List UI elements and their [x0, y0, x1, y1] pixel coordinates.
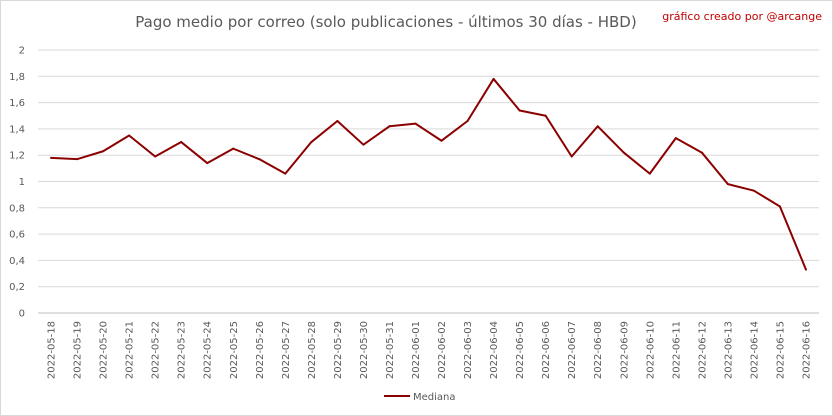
x-tick-label: 2022-06-15: [775, 321, 786, 379]
data-point: [128, 134, 131, 137]
y-axis-ticks: 0 0,2 0,4 0,6 0,8 1 1,2 1,4 1,6 1,8 2: [9, 46, 25, 320]
grid-lines: [38, 49, 819, 288]
y-tick-label: 1,2: [9, 151, 25, 162]
data-point: [726, 183, 729, 186]
data-point: [518, 109, 521, 112]
legend-label: Mediana: [413, 392, 456, 403]
data-point: [206, 162, 209, 165]
x-tick-label: 2022-05-24: [203, 321, 214, 379]
data-point: [154, 155, 157, 158]
data-point: [570, 155, 573, 158]
data-point: [336, 120, 339, 123]
data-point: [778, 205, 781, 208]
x-tick-label: 2022-05-31: [385, 321, 396, 379]
x-tick-label: 2022-05-27: [281, 321, 292, 379]
data-point: [102, 150, 105, 153]
data-point: [492, 77, 495, 80]
data-point: [50, 156, 53, 159]
x-tick-label: 2022-06-12: [697, 321, 708, 379]
data-point: [310, 141, 313, 144]
legend: Mediana: [384, 392, 456, 403]
data-point: [674, 137, 677, 140]
x-tick-label: 2022-06-08: [593, 321, 604, 379]
y-tick-label: 0,2: [9, 282, 25, 293]
data-point: [544, 114, 547, 117]
data-point: [362, 143, 365, 146]
x-tick-label: 2022-05-29: [333, 321, 344, 379]
y-tick-label: 1,6: [9, 98, 25, 109]
x-tick-label: 2022-06-07: [567, 321, 578, 379]
x-tick-label: 2022-05-20: [99, 321, 110, 379]
x-tick-label: 2022-06-05: [515, 321, 526, 379]
data-point: [596, 125, 599, 128]
data-point: [414, 122, 417, 125]
y-tick-label: 1,8: [9, 72, 25, 83]
x-tick-label: 2022-06-02: [437, 321, 448, 379]
x-tick-label: 2022-06-01: [411, 321, 422, 379]
x-tick-label: 2022-05-23: [177, 321, 188, 379]
data-point: [232, 147, 235, 150]
x-tick-label: 2022-05-25: [229, 321, 240, 379]
data-point: [180, 141, 183, 144]
series-group: [50, 77, 807, 271]
x-tick-label: 2022-05-22: [151, 321, 162, 379]
data-point: [648, 172, 651, 175]
y-tick-label: 2: [19, 46, 25, 57]
data-point: [622, 151, 625, 154]
x-axis-ticks: 2022-05-18 2022-05-19 2022-05-20 2022-05-21…: [47, 321, 813, 379]
x-tick-label: 2022-05-18: [47, 321, 58, 379]
data-point: [466, 120, 469, 123]
chart-title: Pago medio por correo (solo publicacione…: [135, 13, 637, 31]
x-tick-label: 2022-05-21: [125, 321, 136, 379]
data-point: [284, 172, 287, 175]
x-tick-label: 2022-06-10: [645, 321, 656, 379]
series-line-mediana: [50, 77, 807, 270]
x-tick-label: 2022-06-14: [749, 321, 760, 379]
x-tick-label: 2022-05-30: [359, 321, 370, 379]
x-tick-label: 2022-06-13: [723, 321, 734, 379]
y-tick-label: 1,4: [9, 124, 25, 135]
y-tick-label: 0: [19, 309, 25, 320]
data-point: [440, 139, 443, 142]
data-point: [752, 189, 755, 192]
data-point: [76, 158, 79, 161]
x-tick-label: 2022-06-16: [801, 321, 812, 379]
x-tick-label: 2022-05-19: [73, 321, 84, 379]
chart-credit: gráfico creado por @arcange: [662, 10, 822, 23]
x-tick-label: 2022-05-26: [255, 321, 266, 379]
y-tick-label: 0,8: [9, 203, 25, 214]
x-tick-label: 2022-06-04: [489, 321, 500, 379]
data-point: [388, 125, 391, 128]
data-point: [804, 268, 807, 271]
x-tick-label: 2022-06-03: [463, 321, 474, 379]
x-tick-label: 2022-06-09: [619, 321, 630, 379]
y-tick-label: 0,6: [9, 230, 25, 241]
data-point: [258, 158, 261, 161]
y-tick-label: 0,4: [9, 256, 25, 267]
data-point: [700, 151, 703, 154]
x-tick-label: 2022-06-11: [671, 321, 682, 379]
x-tick-label: 2022-06-06: [541, 321, 552, 379]
y-tick-label: 1: [19, 177, 25, 188]
x-tick-label: 2022-05-28: [307, 321, 318, 379]
